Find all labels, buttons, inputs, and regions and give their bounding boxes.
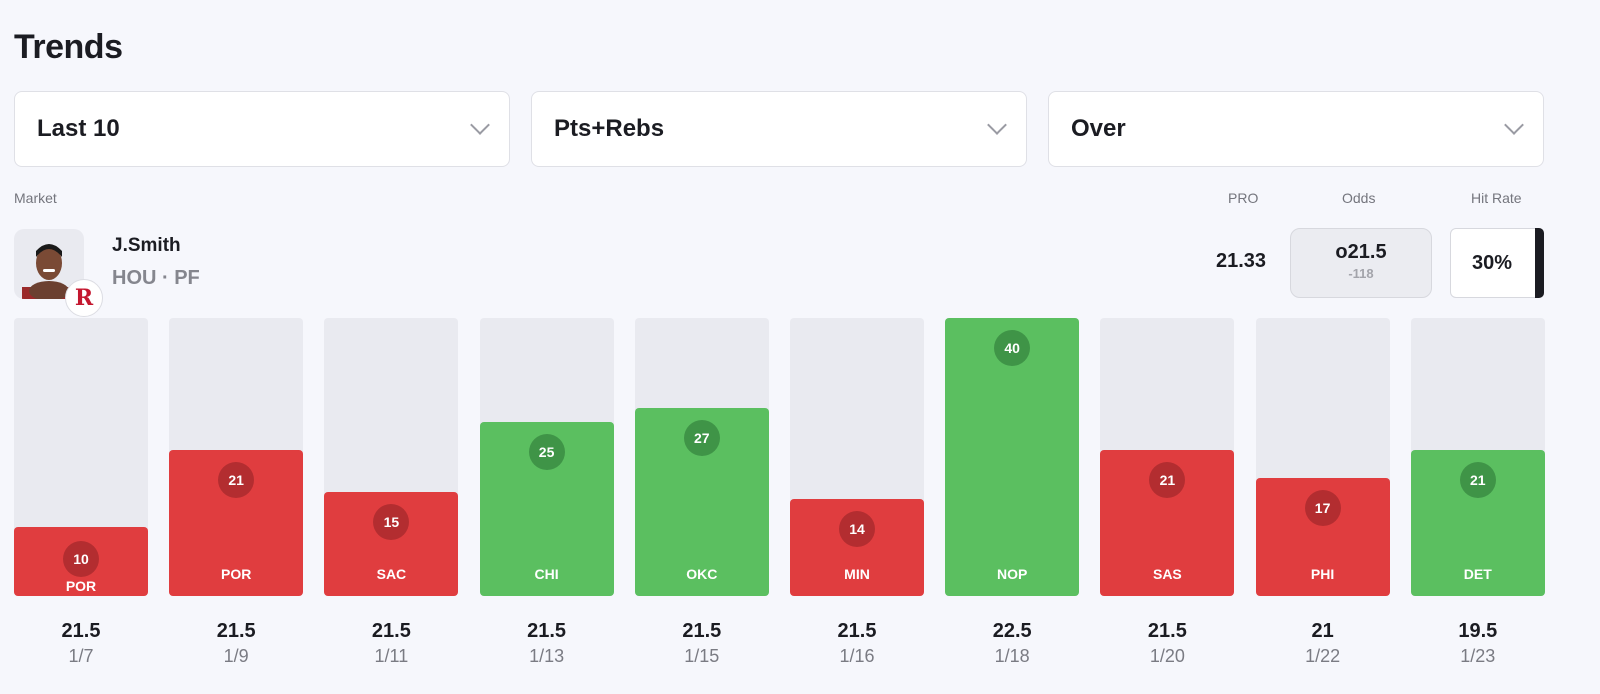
player-name[interactable]: J.Smith — [112, 235, 181, 256]
line-value: 21.5 — [61, 620, 101, 642]
bar-over: 21 DET — [1410, 450, 1545, 596]
value-badge: 15 — [373, 503, 410, 540]
game-date: 1/11 — [374, 646, 409, 666]
line-value: 22.5 — [992, 620, 1032, 642]
game-date: 1/22 — [1305, 646, 1341, 666]
player-avatar — [14, 229, 84, 299]
chevron-down-icon — [1504, 115, 1524, 135]
opponent-label: POR — [65, 578, 97, 594]
bar-under: 21 POR — [169, 450, 304, 596]
stat-dropdown[interactable]: Pts+Rebs — [531, 91, 1027, 167]
line-value: 21.5 — [1147, 620, 1187, 642]
odds-price: -118 — [1348, 266, 1374, 281]
bar-track[interactable]: 27 OKC — [634, 318, 769, 596]
odds-line: o21.5 — [1335, 241, 1387, 263]
game-date: 1/23 — [1460, 646, 1496, 666]
line-value: 21.5 — [682, 620, 722, 642]
bar-under: 21 SAS — [1100, 450, 1235, 596]
pro-value: 21.33 — [1216, 250, 1267, 272]
line-value: 21.5 — [371, 620, 411, 642]
game-date: 1/15 — [684, 646, 720, 666]
value-badge: 14 — [839, 510, 875, 547]
opponent-label: PHI — [1310, 566, 1335, 582]
period-dropdown[interactable]: Last 10 — [14, 91, 510, 167]
bar-under: 14 MIN — [790, 498, 924, 596]
bar-over: 25 CHI — [479, 422, 614, 596]
hit-rate-box: 30% — [1450, 228, 1544, 298]
pro-label: PRO — [1228, 190, 1259, 206]
opponent-label: DET — [1463, 566, 1492, 582]
bar-track[interactable]: 21 SAS — [1100, 318, 1235, 596]
bar-track[interactable]: 15 SAC — [324, 318, 459, 596]
line-value: 21.5 — [837, 620, 877, 642]
bar-track[interactable]: 17 PHI — [1255, 318, 1390, 596]
opponent-label: MIN — [844, 566, 870, 582]
bar-under: 15 SAC — [324, 491, 459, 596]
game-date: 1/13 — [529, 646, 565, 666]
bar-track[interactable]: 21 POR — [169, 318, 304, 596]
bar-under: 10 POR — [14, 526, 148, 596]
line-value: 19.5 — [1458, 620, 1498, 642]
side-dropdown[interactable]: Over — [1048, 91, 1544, 167]
value-badge: 21 — [1459, 462, 1496, 499]
player-team-position: HOU · PF — [112, 267, 200, 289]
game-date: 1/18 — [994, 646, 1030, 666]
line-value: 21 — [1311, 620, 1334, 642]
opponent-label: OKC — [686, 566, 718, 582]
bar-track[interactable]: 25 CHI — [479, 318, 614, 596]
opponent-label: POR — [221, 566, 252, 582]
bar-over: 40 NOP — [945, 318, 1080, 596]
value-badge: 40 — [994, 330, 1031, 366]
chevron-down-icon — [470, 115, 490, 135]
side-value: Over — [1071, 115, 1126, 142]
opponent-label: NOP — [997, 566, 1028, 582]
value-badge: 27 — [683, 420, 720, 457]
bar-track[interactable]: 10 POR — [14, 318, 148, 596]
period-value: Last 10 — [37, 115, 120, 142]
game-date: 1/7 — [68, 646, 94, 666]
odds-button[interactable]: o21.5 -118 — [1290, 228, 1432, 298]
opponent-label: SAC — [376, 566, 407, 582]
chevron-down-icon — [987, 115, 1007, 135]
bar-over: 27 OKC — [634, 408, 769, 596]
odds-label: Odds — [1342, 190, 1376, 206]
stat-value: Pts+Rebs — [554, 115, 665, 142]
value-badge: 25 — [528, 434, 565, 471]
game-date: 1/16 — [839, 646, 875, 666]
hit-rate-label: Hit Rate — [1471, 190, 1522, 206]
opponent-label: SAS — [1152, 566, 1182, 582]
bar-track[interactable]: 14 MIN — [790, 318, 924, 596]
line-value: 21.5 — [527, 620, 567, 642]
opponent-label: CHI — [534, 566, 559, 582]
value-badge: 21 — [1149, 462, 1186, 499]
value-badge: 10 — [63, 540, 99, 577]
game-date: 1/20 — [1149, 646, 1185, 666]
market-label: Market — [14, 190, 57, 206]
bar-under: 17 PHI — [1255, 477, 1390, 596]
bar-track[interactable]: 21 DET — [1410, 318, 1545, 596]
game-date: 1/9 — [223, 646, 249, 666]
page-title: Trends — [14, 28, 123, 66]
value-badge: 21 — [218, 462, 255, 499]
bar-track[interactable]: 40 NOP — [945, 318, 1080, 596]
line-value: 21.5 — [216, 620, 256, 642]
value-badge: 17 — [1304, 489, 1341, 526]
team-logo: R — [65, 279, 103, 317]
